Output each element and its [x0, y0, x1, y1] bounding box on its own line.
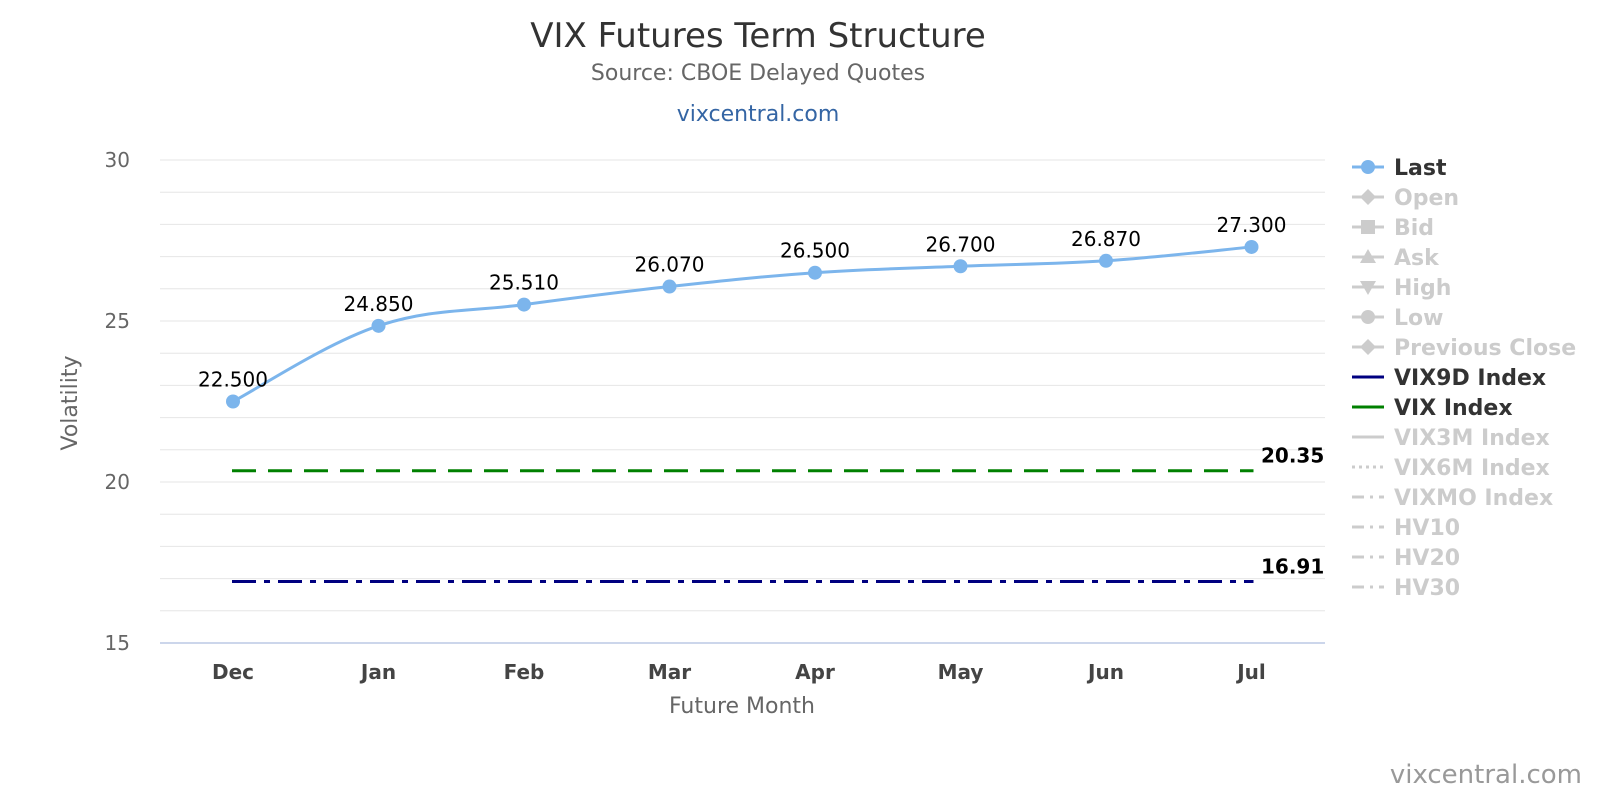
legend-label-vixmo-index: VIXMO Index — [1394, 486, 1553, 511]
last-point-feb — [517, 297, 531, 312]
legend-marker-open — [1360, 189, 1376, 205]
y-axis-title: Volatility — [58, 355, 83, 450]
x-axis-title: Future Month — [669, 694, 815, 719]
legend-marker-low — [1361, 310, 1375, 324]
legend-label-vix-index: VIX Index — [1394, 396, 1513, 421]
last-data-label-dec: 22.500 — [198, 368, 268, 392]
reference-lines: 20.35 16.91 — [232, 444, 1324, 583]
last-point-jun — [1099, 253, 1113, 268]
legend-item-previous-close[interactable]: Previous Close — [1352, 336, 1576, 361]
legend-marker-previous-close — [1360, 339, 1376, 355]
legend-label-previous-close: Previous Close — [1394, 336, 1576, 361]
chart-title: VIX Futures Term Structure — [530, 16, 986, 56]
legend-label-vix9d-index: VIX9D Index — [1394, 366, 1546, 391]
legend-marker-last — [1361, 160, 1375, 174]
y-gridlines — [160, 159, 1325, 644]
last-data-label-feb: 25.510 — [489, 271, 559, 295]
x-axis-tick-labels: Dec Jan Feb Mar Apr May Jun Jul — [212, 660, 1266, 684]
x-tick-jan: Jan — [359, 660, 396, 684]
legend-marker-ask — [1360, 249, 1376, 263]
legend-label-hv30: HV30 — [1394, 576, 1460, 601]
y-axis-tick-labels: 15 20 25 30 — [105, 148, 130, 655]
legend-label-vix6m-index: VIX6M Index — [1394, 456, 1550, 481]
vix-index-value-label: 20.35 — [1261, 444, 1324, 468]
last-series-line — [232, 245, 1252, 403]
last-data-label-jun: 26.870 — [1071, 227, 1141, 251]
last-series: 22.500 24.850 25.510 26.070 26.500 26.700 26.8… — [198, 213, 1286, 409]
x-tick-feb: Feb — [504, 660, 545, 684]
legend-label-open: Open — [1394, 186, 1459, 211]
legend-label-last: Last — [1394, 156, 1447, 181]
x-tick-mar: Mar — [648, 660, 691, 684]
last-data-label-jul: 27.300 — [1217, 213, 1287, 237]
legend-marker-bid — [1361, 220, 1375, 234]
legend-label-vix3m-index: VIX3M Index — [1394, 426, 1550, 451]
legend-item-vix9d-index[interactable]: VIX9D Index — [1352, 366, 1546, 391]
legend-label-low: Low — [1394, 306, 1443, 331]
legend-item-low[interactable]: Low — [1352, 306, 1443, 331]
legend-label-high: High — [1394, 276, 1451, 301]
legend-item-vix6m-index[interactable]: VIX6M Index — [1352, 456, 1550, 481]
last-point-jul — [1244, 239, 1259, 254]
last-point-may — [953, 259, 968, 274]
y-tick-25: 25 — [105, 309, 130, 333]
x-tick-apr: Apr — [795, 660, 835, 684]
legend-label-bid: Bid — [1394, 216, 1434, 241]
legend: Last Open Bid Ask High Low Previous Close VIX9D… — [1352, 156, 1576, 601]
last-point-jan — [371, 318, 386, 333]
x-tick-may: May — [938, 660, 984, 684]
credit-label: vixcentral.com — [1390, 760, 1582, 790]
legend-label-ask: Ask — [1394, 246, 1440, 271]
last-data-label-apr: 26.500 — [780, 239, 850, 263]
last-data-label-may: 26.700 — [926, 232, 996, 256]
legend-item-open[interactable]: Open — [1352, 186, 1459, 211]
legend-item-vix-index[interactable]: VIX Index — [1352, 396, 1513, 421]
legend-marker-high — [1360, 281, 1376, 295]
legend-item-last[interactable]: Last — [1352, 156, 1447, 181]
site-link[interactable]: vixcentral.com — [677, 102, 840, 127]
x-tick-dec: Dec — [212, 660, 254, 684]
legend-label-hv20: HV20 — [1394, 546, 1460, 571]
vix9d-index-value-label: 16.91 — [1261, 554, 1324, 578]
y-tick-30: 30 — [105, 148, 130, 172]
legend-item-hv20[interactable]: HV20 — [1352, 546, 1460, 571]
legend-label-hv10: HV10 — [1394, 516, 1460, 541]
y-tick-20: 20 — [105, 470, 130, 494]
last-point-apr — [808, 265, 822, 280]
y-tick-15: 15 — [105, 631, 130, 655]
last-data-label-mar: 26.070 — [635, 253, 705, 277]
last-point-mar — [662, 279, 677, 294]
legend-item-ask[interactable]: Ask — [1352, 246, 1440, 271]
legend-item-bid[interactable]: Bid — [1352, 216, 1434, 241]
legend-item-high[interactable]: High — [1352, 276, 1451, 301]
last-point-dec — [226, 394, 240, 409]
x-tick-jun: Jun — [1086, 660, 1124, 684]
x-tick-jul: Jul — [1235, 660, 1266, 684]
chart-subtitle: Source: CBOE Delayed Quotes — [591, 61, 925, 86]
legend-item-vixmo-index[interactable]: VIXMO Index — [1352, 486, 1553, 511]
last-data-label-jan: 24.850 — [344, 292, 414, 316]
legend-item-vix3m-index[interactable]: VIX3M Index — [1352, 426, 1550, 451]
legend-item-hv30[interactable]: HV30 — [1352, 576, 1460, 601]
legend-item-hv10[interactable]: HV10 — [1352, 516, 1460, 541]
